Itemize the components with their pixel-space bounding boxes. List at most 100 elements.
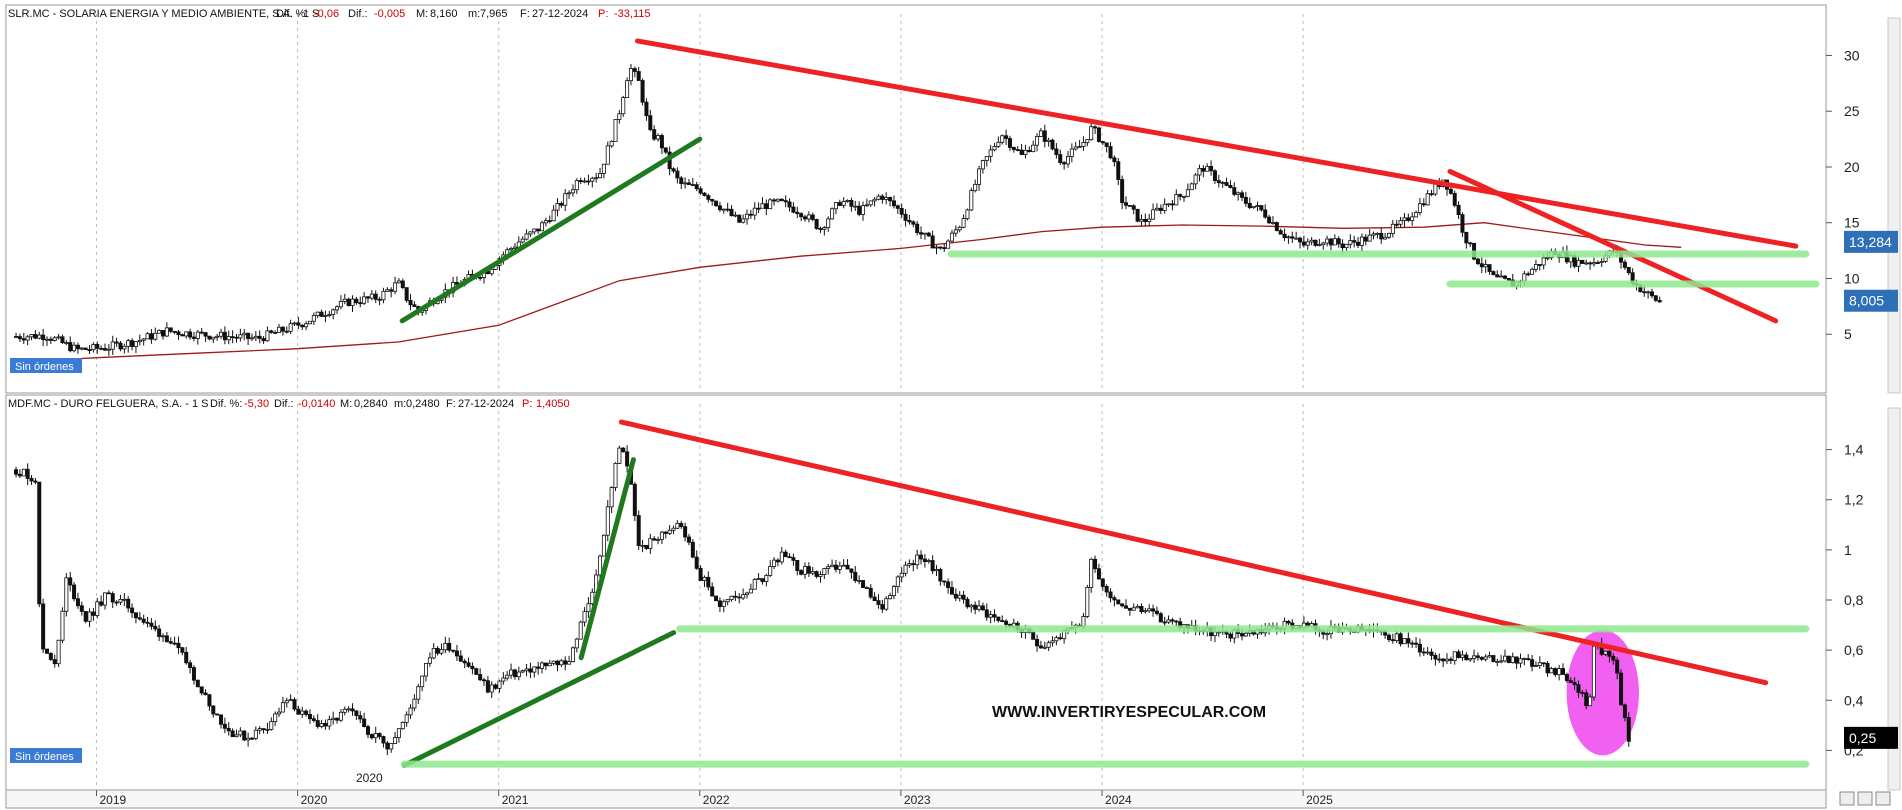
- bottom-header-dif-pct-label: Dif. %:: [210, 398, 242, 410]
- bottom-candle-body: [679, 522, 684, 528]
- top-candle-body: [1120, 179, 1125, 204]
- bottom-candle-body: [68, 577, 73, 586]
- top-candle-body: [1452, 192, 1457, 206]
- bottom-scrollbar[interactable]: [1887, 407, 1901, 791]
- bottom-candle-body: [219, 714, 224, 725]
- top-candle-body: [1580, 259, 1585, 264]
- bottom-trendline[interactable]: [578, 457, 636, 661]
- minimize-button[interactable]: [1839, 791, 1855, 806]
- top-trendline[interactable]: [634, 38, 1799, 249]
- top-candle-body: [87, 349, 92, 352]
- top-y-tick-label: 20: [1844, 159, 1860, 175]
- x-tick-label: 2025: [1306, 793, 1333, 807]
- bottom-candle-body: [1147, 608, 1152, 612]
- bottom-candle-body: [1100, 578, 1105, 587]
- bottom-candle-body: [1444, 658, 1449, 662]
- top-candle-body: [559, 203, 564, 206]
- bottom-candle-body: [988, 614, 993, 618]
- top-trendline[interactable]: [1447, 168, 1779, 324]
- top-candle-body: [249, 337, 254, 340]
- top-candle-body: [75, 344, 80, 350]
- top-header: SLR.MC - SOLARIA ENERGIA Y MEDIO AMBIENT…: [8, 8, 651, 20]
- top-candle-body: [230, 336, 235, 338]
- bottom-candle-body: [396, 728, 401, 738]
- top-candle-body: [671, 168, 676, 172]
- top-candle-body: [211, 336, 216, 340]
- bottom-candle-body: [199, 686, 204, 694]
- top-candle-body: [895, 205, 900, 209]
- bottom-candle-body: [814, 571, 819, 577]
- top-candle-body: [408, 300, 413, 306]
- bottom-candle-body: [501, 677, 506, 682]
- bottom-header-min-label: m:: [394, 398, 406, 410]
- top-candle-body: [598, 173, 603, 179]
- bottom-candle-body: [1561, 668, 1566, 675]
- bottom-candle-body: [60, 610, 65, 641]
- bottom-candle-body: [512, 669, 517, 678]
- top-candle-body: [787, 201, 792, 208]
- top-candle-body: [625, 80, 630, 98]
- top-candle-body: [1158, 207, 1163, 211]
- bottom-candle-body: [578, 621, 583, 640]
- bottom-header-min: 0,2480: [406, 398, 440, 410]
- top-candle-body: [327, 314, 332, 316]
- top-order-tag[interactable]: Sin órdenes: [10, 358, 82, 373]
- bottom-candle-body: [1212, 631, 1217, 637]
- top-trendline[interactable]: [399, 136, 703, 324]
- bottom-candle-body: [296, 708, 301, 715]
- top-header-dif-pct-label: Dif. %:: [276, 8, 308, 20]
- bottom-candle-body: [1417, 643, 1422, 653]
- top-candle-body: [17, 336, 22, 340]
- bottom-price-badges: 0,25: [1844, 726, 1898, 749]
- bottom-candle-body: [675, 522, 680, 529]
- bottom-candle-body: [1591, 645, 1596, 698]
- bottom-candle-body: [273, 713, 278, 722]
- bottom-candle-body: [799, 570, 804, 575]
- top-candle-body: [919, 232, 924, 235]
- top-candle-body: [1642, 291, 1647, 294]
- top-candle-body: [922, 232, 927, 235]
- bottom-candle-body: [408, 707, 413, 716]
- top-candle-body: [56, 336, 61, 339]
- top-candle-body: [1077, 146, 1082, 148]
- bottom-trendline[interactable]: [401, 630, 677, 768]
- bottom-trendline[interactable]: [618, 419, 1769, 686]
- top-header-date: 27-12-2024: [532, 8, 588, 20]
- bottom-order-tag[interactable]: Sin órdenes: [10, 748, 82, 763]
- bottom-candle-body: [1619, 672, 1624, 706]
- top-candle-body: [555, 203, 560, 211]
- bottom-candle-body: [911, 563, 916, 566]
- bottom-candle-body: [1615, 659, 1620, 674]
- top-candle-body: [822, 227, 827, 230]
- top-candle-body: [1224, 182, 1229, 186]
- bottom-candle-body: [1139, 606, 1144, 612]
- top-candle-body: [1023, 149, 1028, 155]
- bottom-candle-body: [888, 595, 893, 600]
- bottom-candle-body: [29, 478, 34, 482]
- bottom-candle-body: [365, 726, 370, 735]
- bottom-candle-body: [876, 600, 881, 605]
- top-candle-body: [648, 115, 653, 131]
- top-candle-body: [1058, 154, 1063, 163]
- bottom-candle-body: [953, 593, 958, 599]
- top-scrollbar[interactable]: [1887, 17, 1901, 394]
- top-candle-body: [79, 347, 84, 350]
- top-candle-body: [578, 180, 583, 183]
- bottom-candle-body: [369, 734, 374, 739]
- close-button[interactable]: [1875, 791, 1891, 806]
- top-candle-body: [721, 208, 726, 211]
- top-header-p-label: P:: [598, 8, 608, 20]
- top-candle-body: [48, 338, 53, 341]
- top-candle-body: [1255, 205, 1260, 207]
- top-header-max: 8,160: [430, 8, 458, 20]
- top-candle-body: [1185, 189, 1190, 197]
- maximize-button[interactable]: [1857, 791, 1873, 806]
- bottom-candle-body: [559, 660, 564, 666]
- bottom-candle-body: [772, 559, 777, 567]
- top-candle-body: [137, 339, 142, 343]
- top-candle-body: [1251, 206, 1256, 209]
- bottom-candle-body: [52, 659, 57, 665]
- bottom-candle-body: [1104, 586, 1109, 593]
- bottom-candle-body: [540, 662, 545, 669]
